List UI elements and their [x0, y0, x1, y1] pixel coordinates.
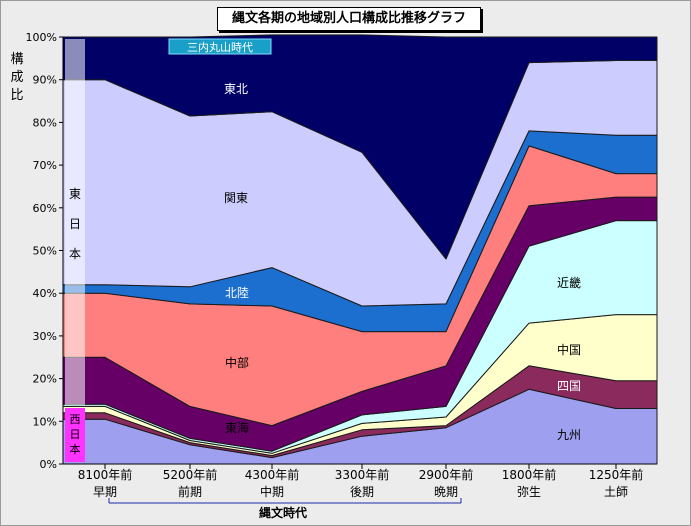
area-9	[62, 34, 658, 260]
y-tick-label: 100%	[26, 31, 57, 44]
y-tick-label: 20%	[33, 373, 57, 386]
x-tick-sublabel: 晩期	[434, 485, 458, 499]
east-japan-label: 本	[69, 247, 81, 261]
sannai-maruyama-box	[168, 38, 272, 55]
y-axis-label-char-3: 比	[10, 88, 23, 103]
y-tick-label: 70%	[33, 159, 57, 172]
y-axis-label-char-1: 構	[10, 52, 23, 67]
west-japan-label: 西	[70, 413, 81, 426]
west-japan-label: 本	[70, 442, 81, 456]
x-tick-label: 8100年前	[78, 467, 133, 482]
x-tick-sublabel: 前期	[178, 484, 202, 499]
west-japan-label: 日	[70, 428, 81, 441]
sannai-maruyama-label: 三内丸山時代	[187, 40, 253, 54]
y-tick-label: 60%	[33, 202, 57, 215]
x-tick-label: 5200年前	[163, 467, 218, 482]
x-tick-label: 3300年前	[335, 467, 390, 482]
area-label-4: 近畿	[557, 276, 581, 290]
chart-title: 縄文各期の地域別人口構成比推移グラフ	[217, 7, 481, 31]
x-tick-label: 2900年前	[419, 467, 474, 482]
x-tick-sublabel: 後期	[350, 485, 374, 499]
x-tick-label: 4300年前	[245, 467, 300, 482]
east-japan-band	[65, 39, 85, 405]
x-tick-sublabel: 弥生	[517, 484, 541, 499]
area-label-3: 中国	[557, 342, 581, 357]
y-tick-label: 30%	[33, 330, 57, 343]
y-tick-label: 80%	[33, 116, 57, 129]
west-japan-box	[65, 408, 85, 462]
y-tick-label: 0%	[40, 458, 57, 471]
y-tick-label: 40%	[33, 287, 57, 300]
y-tick-label: 50%	[33, 245, 57, 258]
x-tick-sublabel: 中期	[260, 484, 284, 499]
east-japan-label: 東	[69, 187, 81, 201]
area-label-9: 東北	[224, 82, 248, 96]
x-tick-label: 1250年前	[589, 467, 644, 482]
area-label-2: 四国	[557, 379, 581, 393]
x-tick-sublabel: 土師	[604, 485, 628, 499]
y-tick-label: 90%	[33, 74, 57, 87]
y-axis-label-char-2: 成	[10, 70, 23, 85]
area-label-1: 九州	[557, 428, 581, 442]
area-label-8: 関東	[224, 191, 248, 205]
x-axis-group-title: 縄文時代	[259, 505, 307, 520]
y-tick-label: 10%	[33, 415, 57, 428]
x-tick-label: 1800年前	[502, 467, 557, 482]
area-label-5: 東海	[225, 420, 249, 435]
x-tick-sublabel: 早期	[93, 485, 117, 499]
east-japan-label: 日	[69, 217, 81, 231]
area-label-6: 中部	[225, 355, 249, 370]
area-label-7: 北陸	[225, 286, 249, 300]
